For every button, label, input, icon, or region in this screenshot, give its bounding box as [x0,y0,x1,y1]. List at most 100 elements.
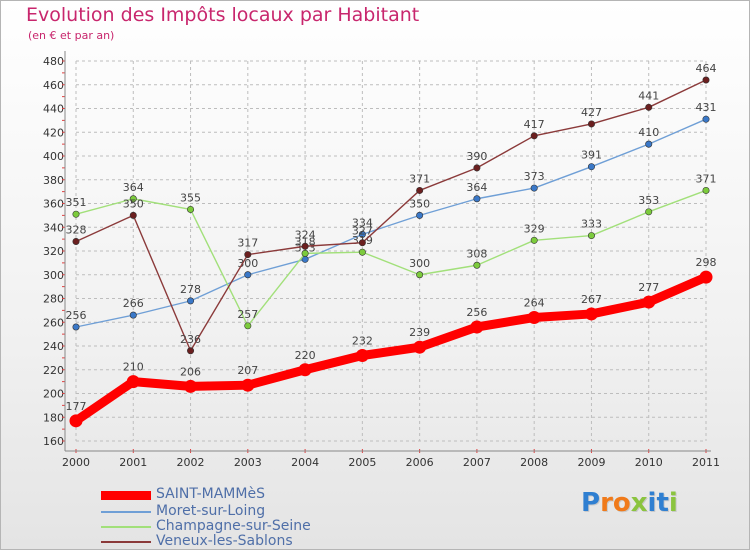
legend-swatch-veneux-les-sablons [101,541,151,543]
value-label-champagne-sur-seine-2001: 364 [123,181,144,194]
value-label-veneux-les-sablons-2008: 417 [524,118,545,131]
value-label-champagne-sur-seine-2010: 353 [638,194,659,207]
x-tick-label-2011: 2011 [692,456,720,469]
value-label-moret-sur-loing-2010: 410 [638,126,659,139]
y-tick-label-300: 300 [43,269,64,282]
value-label-saint-mamm-s-2007: 256 [466,306,487,319]
point-saint-mamm-s-2003 [241,378,255,392]
value-label-champagne-sur-seine-2000: 351 [66,196,87,209]
value-label-moret-sur-loing-2008: 373 [524,170,545,183]
brand-letter-6: i [668,488,678,518]
point-veneux-les-sablons-2010 [645,103,653,111]
y-tick-label-220: 220 [43,364,64,377]
value-label-moret-sur-loing-2005: 334 [352,216,373,229]
value-label-champagne-sur-seine-2008: 329 [524,222,545,235]
brand-letter-1: r [600,488,613,518]
value-label-veneux-les-sablons-2009: 427 [581,106,602,119]
brand-letter-2: o [612,488,631,518]
value-label-veneux-les-sablons-2000: 328 [66,224,87,237]
point-moret-sur-loing-2008 [530,184,538,192]
value-label-veneux-les-sablons-2005: 327 [352,225,373,238]
point-veneux-les-sablons-2000 [72,238,80,246]
value-label-saint-mamm-s-2002: 206 [180,365,201,378]
point-veneux-les-sablons-2003 [244,251,252,259]
y-tick-label-160: 160 [43,435,64,448]
point-moret-sur-loing-2005 [358,230,366,238]
x-tick-label-2008: 2008 [520,456,548,469]
series-line-veneux-les-sablons [75,79,707,352]
value-label-veneux-les-sablons-2001: 350 [123,197,144,210]
value-label-saint-mamm-s-2005: 232 [352,335,373,348]
x-tick-label-2010: 2010 [635,456,663,469]
y-tick-label-460: 460 [43,79,64,92]
value-label-moret-sur-loing-2011: 431 [696,101,717,114]
point-veneux-les-sablons-2002 [187,347,195,355]
value-label-moret-sur-loing-2001: 266 [123,297,144,310]
point-moret-sur-loing-2002 [187,297,195,305]
x-tick-label-2009: 2009 [577,456,605,469]
value-label-champagne-sur-seine-2011: 371 [696,172,717,185]
x-tick-label-2005: 2005 [348,456,376,469]
point-saint-mamm-s-2005 [355,349,369,362]
point-moret-sur-loing-2010 [645,140,653,148]
chart-title: Evolution des Impôts locaux par Habitant [26,4,420,26]
value-label-saint-mamm-s-2010: 277 [638,281,659,294]
y-tick-label-180: 180 [43,411,64,424]
value-label-saint-mamm-s-2001: 210 [123,361,144,374]
y-tick-label-380: 380 [43,174,64,187]
value-label-saint-mamm-s-2003: 207 [237,364,258,377]
value-label-champagne-sur-seine-2003: 257 [237,308,258,321]
x-tick-label-2003: 2003 [234,456,262,469]
point-saint-mamm-s-2010 [642,295,656,309]
value-label-saint-mamm-s-2009: 267 [581,293,602,306]
legend-label-veneux-les-sablons: Veneux-les-Sablons [156,533,293,549]
value-label-veneux-les-sablons-2007: 390 [466,150,487,163]
y-tick-label-400: 400 [43,150,64,163]
y-tick-label-420: 420 [43,126,64,139]
point-veneux-les-sablons-2008 [530,132,538,140]
value-label-veneux-les-sablons-2010: 441 [638,89,659,102]
legend-swatch-moret-sur-loing [101,511,151,513]
value-label-saint-mamm-s-2000: 177 [66,400,87,413]
value-label-moret-sur-loing-2006: 350 [409,197,430,210]
point-veneux-les-sablons-2001 [129,211,137,219]
point-saint-mamm-s-2007 [470,320,484,334]
y-tick-label-360: 360 [43,198,64,211]
y-tick-label-240: 240 [43,340,64,353]
x-tick-label-2002: 2002 [177,456,205,469]
x-tick-label-2007: 2007 [463,456,491,469]
point-saint-mamm-s-2004 [298,363,312,377]
point-saint-mamm-s-2000 [69,414,83,428]
point-veneux-les-sablons-2009 [587,120,595,128]
value-label-moret-sur-loing-2007: 364 [466,181,487,194]
point-champagne-sur-seine-2002 [187,205,195,213]
value-label-saint-mamm-s-2011: 298 [696,256,717,269]
value-label-saint-mamm-s-2008: 264 [524,297,545,310]
legend-label-champagne-sur-seine: Champagne-sur-Seine [156,518,311,534]
x-tick-label-2004: 2004 [291,456,319,469]
point-saint-mamm-s-2011 [699,270,713,284]
brand-letter-3: x [630,488,648,518]
point-champagne-sur-seine-2005 [358,248,366,256]
point-champagne-sur-seine-2007 [473,261,481,269]
x-tick-label-2000: 2000 [62,456,90,469]
y-tick-label-260: 260 [43,316,64,329]
brand-letter-4: i [647,488,657,518]
value-label-saint-mamm-s-2004: 220 [295,349,316,362]
legend-swatch-champagne-sur-seine [101,526,151,528]
brand-logo: Proxiti [581,488,678,518]
point-veneux-les-sablons-2007 [473,164,481,172]
value-label-champagne-sur-seine-2009: 333 [581,218,602,231]
point-moret-sur-loing-2003 [244,271,252,279]
point-champagne-sur-seine-2001 [129,195,137,203]
x-tick-label-2006: 2006 [406,456,434,469]
value-label-champagne-sur-seine-2004: 318 [295,235,316,248]
point-saint-mamm-s-2001 [126,375,140,389]
legend-label-moret-sur-loing: Moret-sur-Loing [156,503,266,519]
value-label-veneux-les-sablons-2003: 317 [237,237,258,250]
point-veneux-les-sablons-2006 [416,186,424,194]
value-label-moret-sur-loing-2009: 391 [581,149,602,162]
value-label-veneux-les-sablons-2011: 464 [696,62,717,75]
point-moret-sur-loing-2011 [702,115,710,123]
